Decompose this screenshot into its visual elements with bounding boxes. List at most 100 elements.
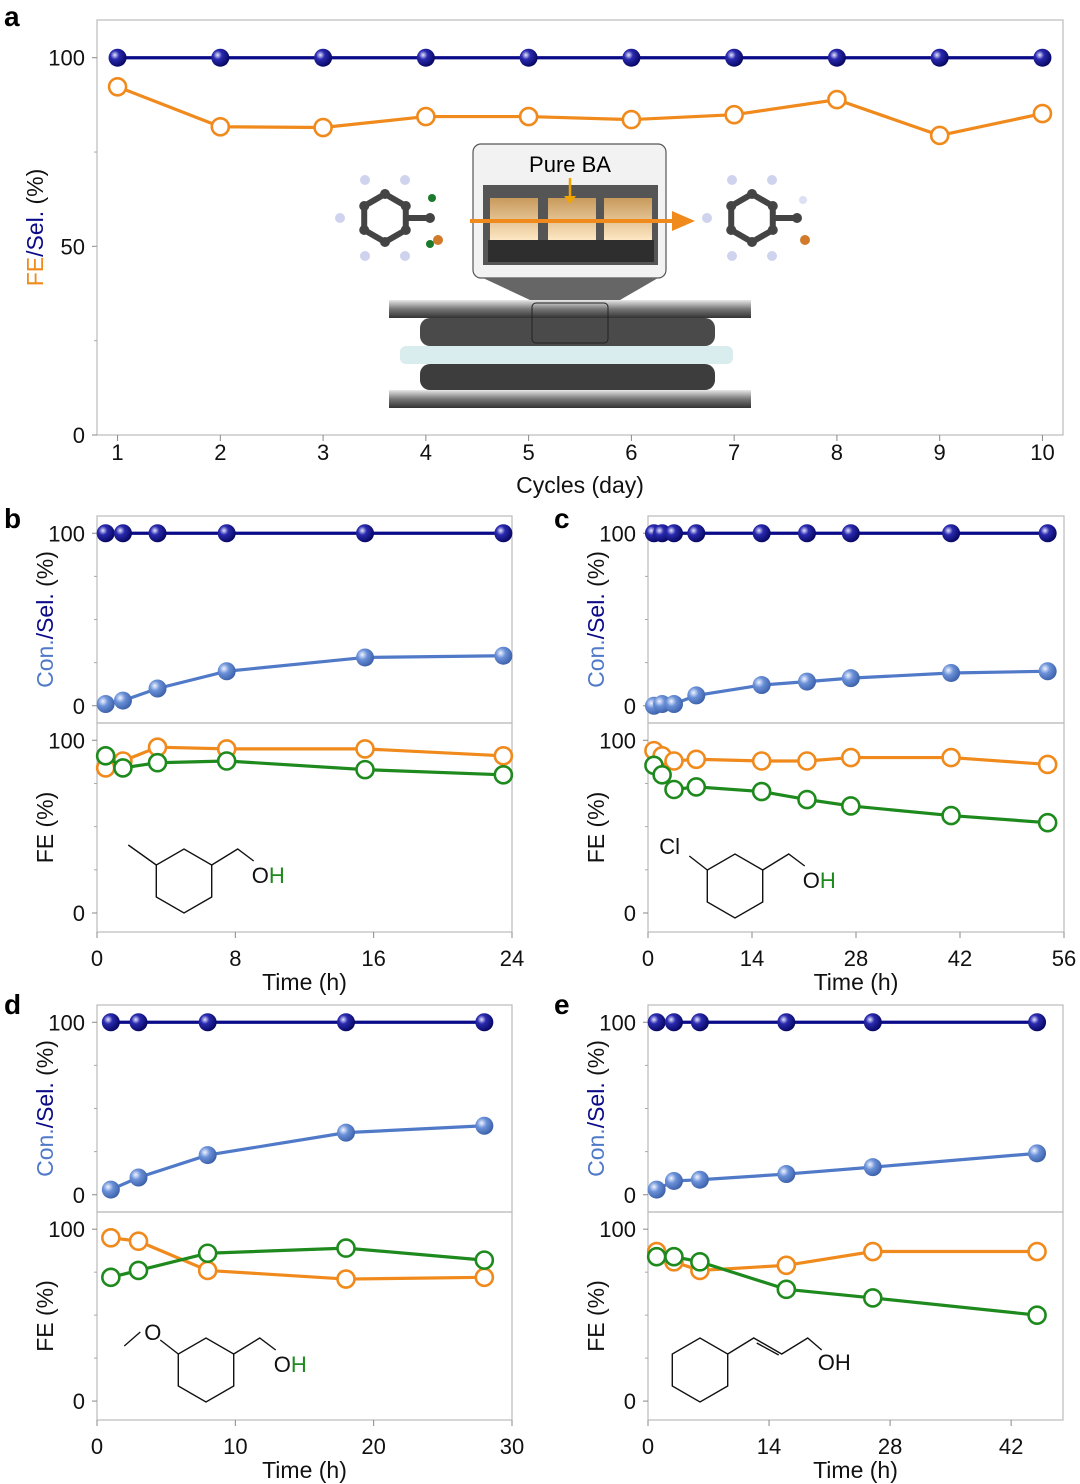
series-con- bbox=[647, 1144, 1047, 1199]
molecule-label: OH bbox=[818, 1350, 851, 1375]
data-point bbox=[107, 76, 128, 97]
series-sel- bbox=[101, 1013, 494, 1032]
data-point bbox=[96, 524, 115, 543]
y-axis-title-part: FE (%) bbox=[583, 792, 609, 864]
y-tick-label: 100 bbox=[599, 728, 636, 753]
data-point bbox=[797, 672, 816, 691]
series-line bbox=[116, 85, 1043, 138]
data-point bbox=[776, 1279, 797, 1300]
x-axis-title: Time (h) bbox=[262, 1457, 347, 1483]
hydrogen-atom bbox=[799, 196, 807, 204]
series-fe-green- bbox=[646, 1246, 1047, 1325]
data-point bbox=[217, 662, 236, 681]
data-point bbox=[647, 1180, 666, 1199]
data-point bbox=[1027, 1241, 1047, 1262]
data-point bbox=[355, 759, 375, 780]
y-tick-label: 0 bbox=[73, 694, 85, 719]
data-point bbox=[1028, 1144, 1047, 1163]
data-point bbox=[797, 524, 816, 543]
molecule-label: OH bbox=[803, 868, 836, 893]
data-point bbox=[95, 746, 116, 766]
data-point bbox=[198, 1013, 217, 1032]
data-point bbox=[930, 48, 949, 67]
plot-frame bbox=[96, 19, 1064, 436]
data-point bbox=[128, 1231, 149, 1252]
y-axis-title-part: FE bbox=[22, 257, 48, 286]
benzaldehyde-model bbox=[702, 175, 810, 261]
data-point bbox=[198, 1146, 217, 1165]
x-tick-label: 0 bbox=[91, 946, 103, 971]
carbon-atom bbox=[400, 201, 411, 211]
molecule-structure bbox=[127, 844, 255, 914]
series-sel- bbox=[108, 48, 1052, 67]
molecule-label-part: O bbox=[274, 1352, 291, 1377]
ch2-bond bbox=[762, 853, 806, 871]
data-point bbox=[1038, 662, 1057, 681]
data-point bbox=[356, 524, 375, 543]
data-point bbox=[752, 676, 771, 695]
y-tick-label: 0 bbox=[73, 1183, 85, 1208]
y-axis-title: Con./Sel. (%) bbox=[583, 1040, 609, 1177]
y-tick-label: 100 bbox=[48, 1010, 85, 1035]
panel-label: e bbox=[554, 989, 570, 1020]
panel-label: d bbox=[4, 989, 21, 1020]
bottom-plate bbox=[389, 390, 751, 408]
series-con- bbox=[96, 646, 513, 714]
x-tick-label: 16 bbox=[361, 946, 385, 971]
y-tick-label: 0 bbox=[73, 1389, 85, 1414]
data-point bbox=[827, 48, 846, 67]
x-tick-label: 6 bbox=[625, 440, 637, 465]
data-point bbox=[475, 1116, 494, 1135]
plot-frame bbox=[647, 1004, 1064, 1213]
y-tick-label: 0 bbox=[73, 901, 85, 926]
reaction-arrow-head bbox=[672, 211, 695, 231]
y-axis-title: FE (%) bbox=[32, 792, 58, 864]
carbon-atom bbox=[747, 189, 757, 199]
x-tick-label: 8 bbox=[229, 946, 241, 971]
molecule-label-part: H bbox=[820, 868, 836, 893]
benzene-ring bbox=[177, 1337, 235, 1403]
x-tick-label: 3 bbox=[317, 440, 329, 465]
double-bond bbox=[756, 1342, 780, 1356]
panel-c: c 0 100 Con./Sel. (%) 0 100 FE (%) 0 14 28 42 56 Tim… bbox=[554, 503, 1076, 995]
data-point bbox=[474, 1267, 495, 1288]
carbon-atom bbox=[380, 237, 390, 247]
data-point bbox=[622, 48, 641, 67]
catalyst-layer bbox=[488, 240, 654, 262]
x-tick-label: 10 bbox=[223, 1434, 247, 1459]
data-point bbox=[664, 1246, 684, 1267]
y-axis-title: FE (%) bbox=[583, 792, 609, 864]
y-axis-title-part: Con. bbox=[32, 1128, 58, 1177]
data-point bbox=[652, 765, 672, 785]
y-tick-label: 100 bbox=[48, 521, 85, 546]
series-con- bbox=[644, 662, 1057, 715]
o-bond bbox=[159, 1339, 179, 1355]
panel-label: a bbox=[4, 1, 20, 32]
data-point bbox=[647, 1013, 666, 1032]
y-axis-title-part: Con. bbox=[583, 639, 609, 688]
top-plate bbox=[389, 300, 751, 318]
data-point bbox=[797, 751, 817, 771]
x-tick-label: 42 bbox=[948, 946, 972, 971]
carbon-atom bbox=[792, 213, 802, 223]
y-axis-title-part: /Sel. bbox=[32, 1082, 58, 1128]
data-point bbox=[1037, 812, 1058, 833]
data-point bbox=[101, 1013, 120, 1032]
hydrogen-atom bbox=[426, 240, 434, 248]
benzene-ring bbox=[706, 853, 764, 919]
molecule-label-part: H bbox=[291, 1352, 307, 1377]
molecule-label: O bbox=[144, 1320, 161, 1345]
data-point bbox=[148, 524, 167, 543]
zoom-region-marker bbox=[531, 302, 609, 344]
data-point bbox=[690, 1013, 709, 1032]
y-tick-label: 100 bbox=[599, 1010, 636, 1035]
cl-bond bbox=[688, 855, 708, 871]
data-point bbox=[1028, 1013, 1047, 1032]
data-point bbox=[217, 524, 236, 543]
y-tick-label: 100 bbox=[48, 1217, 85, 1242]
data-point bbox=[494, 524, 513, 543]
y-axis-title-part: /Sel. bbox=[583, 593, 609, 639]
molecule-label-part: O bbox=[252, 863, 269, 888]
y-tick-label: 100 bbox=[48, 46, 85, 71]
molecule-structure bbox=[123, 1331, 277, 1403]
